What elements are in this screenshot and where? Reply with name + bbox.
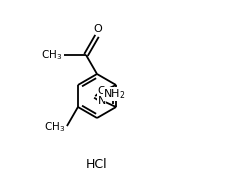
Text: O: O [97, 85, 106, 96]
Text: HCl: HCl [86, 158, 108, 172]
Text: O: O [94, 24, 102, 34]
Text: CH$_3$: CH$_3$ [41, 48, 62, 62]
Text: NH$_2$: NH$_2$ [103, 87, 126, 101]
Text: N: N [98, 96, 106, 107]
Text: CH$_3$: CH$_3$ [44, 120, 65, 134]
